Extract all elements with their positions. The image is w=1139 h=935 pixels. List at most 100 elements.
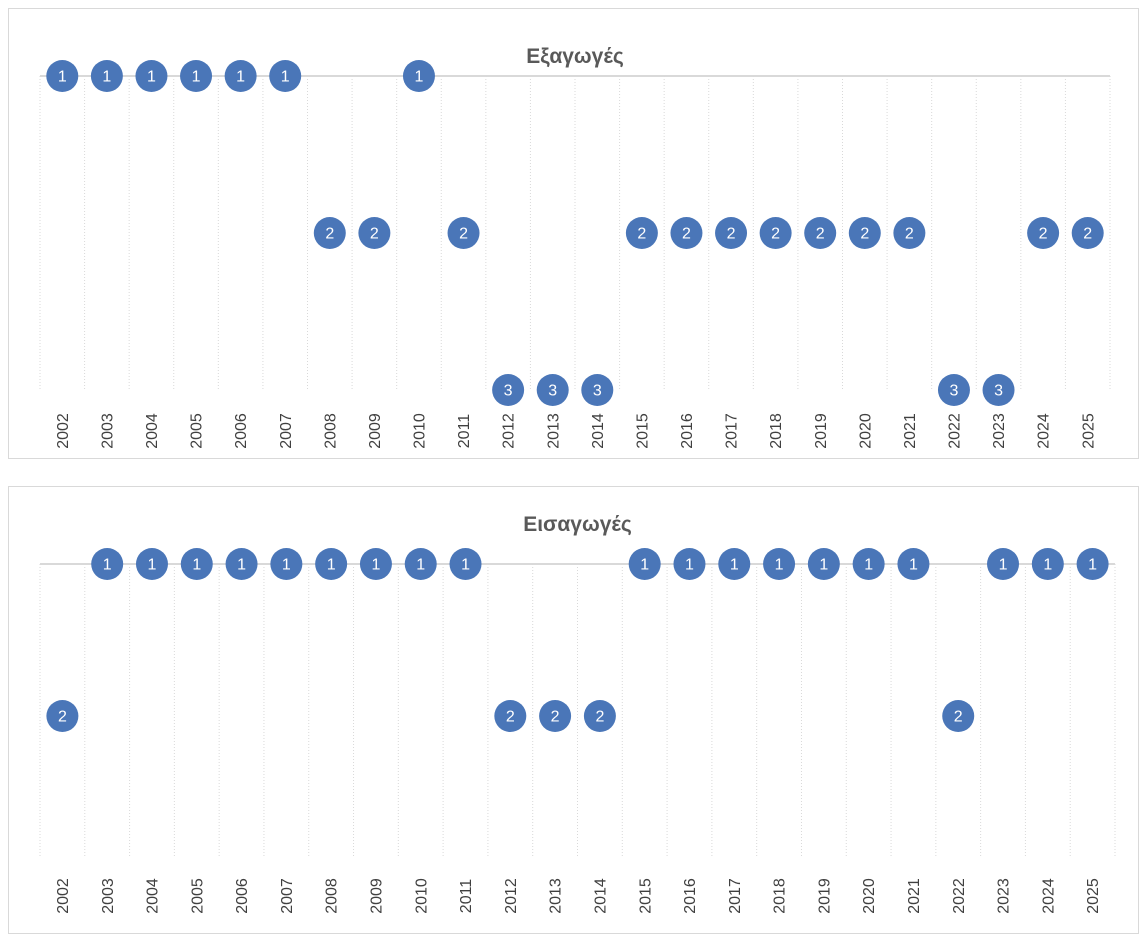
data-label: 1 (103, 557, 112, 574)
tick-label: 2007 (279, 878, 296, 914)
tick-label: 2008 (324, 878, 341, 914)
data-point (1071, 217, 1104, 249)
data-point (180, 60, 213, 92)
data-point (1031, 548, 1064, 580)
data-label: 1 (909, 557, 918, 574)
tick-label: 2014 (592, 878, 609, 914)
data-point (937, 374, 970, 406)
chart-exports: Εξαγωγές 2002 2003 2004 2005 2006 2007 2008 200… (39, 45, 1111, 449)
data-label: 2 (727, 226, 736, 243)
data-point (358, 217, 391, 249)
data-point (759, 217, 792, 249)
data-label: 1 (58, 69, 67, 86)
data-label: 1 (864, 557, 873, 574)
data-point (447, 217, 480, 249)
tick-label: 2022 (951, 878, 968, 914)
data-point (224, 60, 257, 92)
tick-label: 2021 (906, 878, 923, 914)
tick-label: 2010 (413, 878, 430, 914)
data-point (581, 374, 614, 406)
data-point (625, 217, 658, 249)
tick-label: 2005 (189, 413, 206, 449)
data-point (402, 60, 435, 92)
data-point (670, 217, 703, 249)
tick-label: 2003 (100, 878, 117, 914)
data-label: 1 (192, 557, 201, 574)
data-label: 1 (640, 557, 649, 574)
data-point (359, 548, 392, 580)
tick-label: 2011 (458, 879, 475, 914)
data-point (673, 548, 706, 580)
tick-label: 2007 (278, 413, 295, 449)
data-label: 1 (147, 69, 156, 86)
data-label: 3 (504, 383, 513, 400)
tick-label: 2002 (55, 413, 72, 449)
tick-label: 2004 (145, 878, 162, 914)
data-point (492, 374, 525, 406)
data-point (315, 548, 348, 580)
data-point (987, 548, 1020, 580)
data-point (494, 700, 527, 732)
data-label: 1 (416, 557, 425, 574)
data-label: 1 (236, 69, 245, 86)
tick-label: 2016 (679, 413, 696, 449)
data-label: 2 (860, 226, 869, 243)
data-point (852, 548, 885, 580)
data-label: 2 (595, 709, 604, 726)
tick-label: 2013 (548, 878, 565, 914)
data-label: 1 (102, 69, 111, 86)
data-label: 2 (1083, 226, 1092, 243)
tick-label: 2025 (1085, 878, 1102, 914)
data-label: 2 (1039, 226, 1048, 243)
data-point (225, 548, 258, 580)
data-label: 2 (551, 709, 560, 726)
data-point (135, 60, 168, 92)
data-label: 1 (415, 69, 424, 86)
data-point (1027, 217, 1060, 249)
tick-label: 2022 (947, 413, 964, 449)
chart-exports-panel: Εξαγωγές 2002 2003 2004 2005 2006 2007 2008 200… (8, 8, 1139, 459)
chart-title: Εισαγωγές (523, 513, 632, 536)
data-label: 1 (282, 557, 291, 574)
data-label: 2 (771, 226, 780, 243)
tick-label: 2008 (322, 413, 339, 449)
tick-label: 2020 (861, 878, 878, 914)
data-point (313, 217, 346, 249)
data-point (942, 700, 975, 732)
data-point (46, 700, 79, 732)
tick-label: 2006 (233, 413, 250, 449)
tick-label: 2023 (991, 413, 1008, 449)
data-label: 1 (327, 557, 336, 574)
tick-label: 2015 (634, 413, 651, 449)
data-label: 1 (730, 557, 739, 574)
tick-label: 2003 (99, 413, 116, 449)
data-label: 2 (58, 709, 67, 726)
data-point (135, 548, 168, 580)
data-label: 2 (325, 226, 334, 243)
data-label: 3 (548, 383, 557, 400)
data-label: 1 (461, 557, 470, 574)
data-label: 2 (506, 709, 515, 726)
data-label: 3 (994, 383, 1003, 400)
tick-label: 2014 (590, 413, 607, 449)
data-point (536, 374, 569, 406)
tick-label: 2002 (55, 878, 72, 914)
data-point (583, 700, 616, 732)
data-label: 3 (950, 383, 959, 400)
data-label: 1 (1088, 557, 1097, 574)
tick-label: 2012 (503, 878, 520, 914)
data-label: 1 (192, 69, 201, 86)
tick-label: 2011 (456, 414, 473, 449)
tick-label: 2020 (857, 413, 874, 449)
data-label: 2 (905, 226, 914, 243)
data-label: 1 (148, 557, 157, 574)
tick-label: 2013 (545, 413, 562, 449)
data-point (763, 548, 796, 580)
data-point (718, 548, 751, 580)
data-label: 1 (685, 557, 694, 574)
tick-label: 2024 (1036, 413, 1053, 449)
tick-label: 2009 (369, 878, 386, 914)
data-label: 2 (370, 226, 379, 243)
tick-label: 2009 (367, 413, 384, 449)
data-label: 2 (682, 226, 691, 243)
